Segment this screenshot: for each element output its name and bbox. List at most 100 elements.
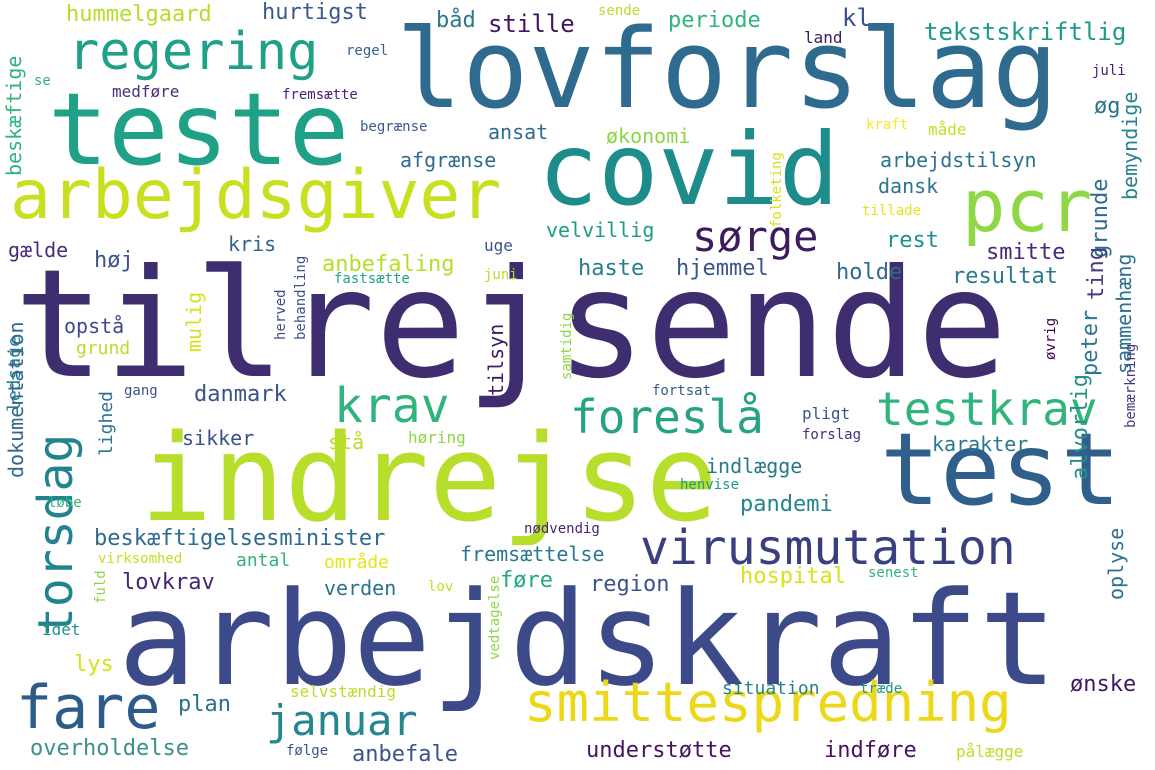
word: sikker [182, 426, 255, 450]
word: ting [1084, 247, 1109, 300]
word: medføre [112, 82, 180, 101]
word: dokumentation [4, 321, 28, 478]
word: smitte [986, 240, 1066, 265]
word: hospital [740, 564, 846, 589]
word: karakter [932, 432, 1029, 456]
word: tillade [862, 203, 922, 219]
word: område [324, 552, 390, 573]
word: indføre [824, 738, 917, 763]
word: juni [484, 267, 518, 283]
word: pcr [962, 164, 1093, 248]
word: overholdelse [30, 736, 189, 761]
word: indrejse [140, 410, 718, 549]
word: tekstskriftlig [924, 18, 1127, 46]
word: velvillig [546, 218, 655, 242]
word: øvrig [1043, 317, 1059, 360]
word: plan [178, 692, 231, 717]
word: kraft [866, 117, 909, 133]
word: grund [76, 338, 131, 359]
word: følge [286, 743, 329, 759]
word: torsdag [28, 433, 84, 636]
word: øg [1094, 94, 1121, 119]
word: lys [74, 652, 114, 677]
word: uge [484, 236, 513, 255]
word: ansat [488, 120, 549, 144]
word: oplyse [1104, 527, 1128, 600]
word: holde [836, 260, 903, 285]
word: juli [1092, 63, 1126, 79]
word: beskæftige [2, 55, 26, 176]
word: selvstændig [290, 682, 396, 701]
word: understøtte [586, 738, 732, 763]
word: folketing [769, 152, 785, 228]
word: træde [860, 681, 903, 697]
word: nødvendig [524, 521, 600, 537]
word: verden [324, 576, 397, 600]
word: fastsætte [334, 271, 410, 287]
word: lighed [96, 390, 117, 456]
word: fremsætte [282, 87, 358, 103]
word: fortsat [652, 383, 712, 399]
word: tilrejsende [14, 238, 1008, 412]
word: antal [236, 550, 291, 571]
word: virusmutation [640, 520, 1016, 576]
word: alvorlig [1068, 374, 1093, 480]
word: periode [668, 8, 761, 33]
word: kl [842, 4, 871, 32]
word: teste [48, 71, 350, 188]
word: føre [500, 568, 553, 593]
word: indlægge [706, 454, 803, 478]
word: testkrav [876, 382, 1098, 436]
word: hjemmel [676, 256, 769, 281]
word: pandemi [740, 492, 833, 517]
word: stå [328, 430, 365, 454]
word: lovforslag [396, 5, 1059, 133]
word: virksomhed [98, 551, 183, 567]
word: måde [928, 120, 967, 139]
word: herved [273, 289, 289, 340]
word: rest [886, 228, 939, 253]
word: afgrænse [400, 148, 497, 172]
word: gælde [8, 238, 69, 262]
word: krav [334, 378, 450, 434]
word: anbefale [352, 742, 458, 767]
word: region [590, 572, 670, 597]
word: båd [436, 8, 476, 33]
word: sørge [692, 212, 819, 261]
word: regel [346, 43, 389, 59]
word: lovkrav [122, 570, 215, 595]
word: anbefaling [322, 252, 455, 277]
word: arbejdstilsyn [880, 148, 1037, 172]
word: hummelgaard [66, 2, 212, 27]
word: henvise [680, 477, 740, 493]
word: mulig [182, 291, 206, 352]
word: peter [1078, 309, 1103, 376]
word: ønske [1070, 672, 1137, 697]
word: pålægge [956, 742, 1024, 761]
word: beskæftigelsesminister [94, 526, 386, 551]
word: høj [94, 248, 134, 273]
word: sende [598, 3, 641, 19]
word: løbe [48, 495, 82, 511]
word: samtidig [559, 312, 575, 380]
word: bemærkning [1123, 343, 1139, 428]
word: vedtagelse [487, 575, 503, 660]
word: bemyndige [1118, 91, 1142, 200]
word: fuld [93, 570, 109, 604]
word: januar [266, 696, 418, 745]
word: danmark [194, 382, 287, 407]
word: covid [538, 111, 840, 228]
word: idet [42, 620, 81, 639]
word: forslag [802, 427, 862, 443]
word: senest [868, 565, 919, 581]
word: foreslå [570, 390, 764, 444]
word: stille [488, 10, 575, 38]
word: dansk [878, 174, 939, 198]
word: test [880, 411, 1121, 528]
word: land [804, 28, 843, 47]
word: smittespredning [524, 671, 1012, 734]
word: arbejdskraft [118, 563, 1058, 715]
word: fare [16, 673, 161, 743]
word: lov [428, 579, 454, 595]
